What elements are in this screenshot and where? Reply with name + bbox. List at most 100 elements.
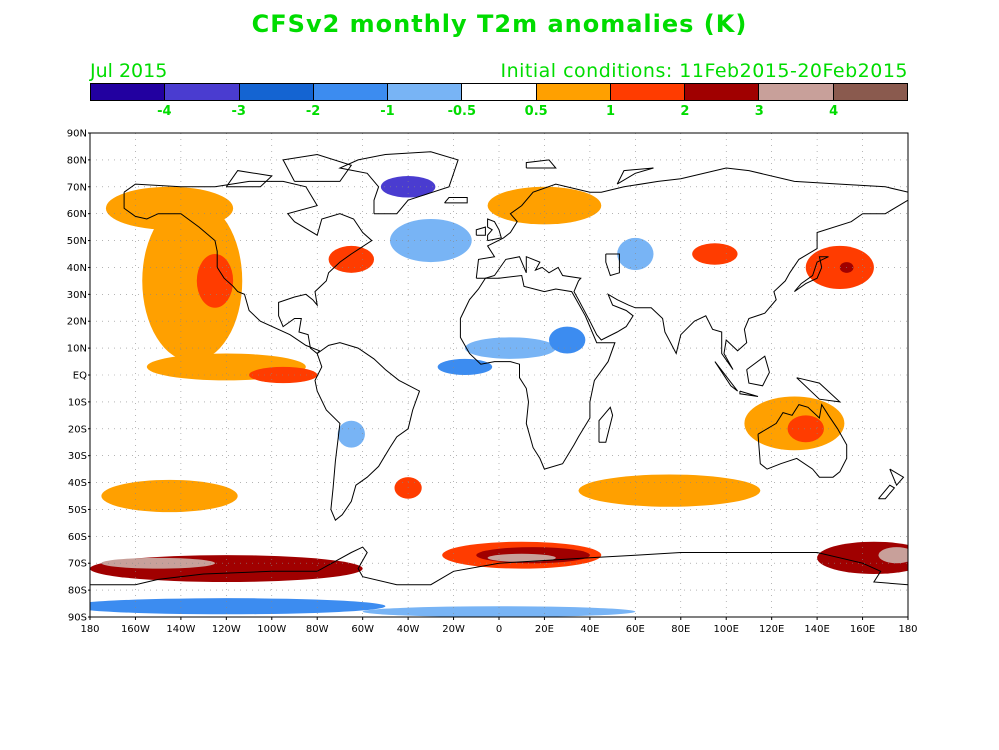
colorbar-swatch <box>239 84 314 100</box>
anomaly-region <box>548 326 586 354</box>
anomaly-region <box>437 358 493 375</box>
latitude-labels: 90N 80N 70N 60N 50N 40N 30N 20N 10N EQ 10S 20S 30S 40… <box>67 129 90 624</box>
colorbar-label: -0.5 <box>447 104 477 119</box>
longitude-label: 80W <box>306 624 329 635</box>
coastline <box>746 355 770 387</box>
anomaly-region <box>90 598 386 615</box>
coastline <box>225 170 273 188</box>
colorbar-swatch <box>462 84 537 100</box>
anomaly-region <box>389 219 472 263</box>
longitude-label: 120W <box>212 624 241 635</box>
colorbar-swatch <box>610 84 686 100</box>
colorbar-label: -1 <box>380 104 395 119</box>
coastline <box>444 197 468 204</box>
colorbar-labels: -4 -3 -2 -1 -0.5 0.5 1 2 3 4 <box>90 104 908 122</box>
colorbar-swatch <box>685 84 760 100</box>
coastline <box>90 546 908 586</box>
coastline <box>314 342 421 522</box>
coastline <box>757 403 848 478</box>
longitude-label: 180 <box>898 624 917 635</box>
latitude-label: 20S <box>68 424 87 435</box>
coastline <box>475 226 486 236</box>
colorbar-swatch <box>388 84 463 100</box>
colorbar-swatch <box>313 84 389 100</box>
coastline <box>739 390 759 397</box>
longitude-label: 140W <box>166 624 195 635</box>
coastline <box>796 377 842 403</box>
longitude-label: 0 <box>496 624 502 635</box>
longitude-label: 60W <box>351 624 374 635</box>
longitude-label: 60E <box>626 624 645 635</box>
latitude-label: 50N <box>67 236 87 247</box>
anomaly-region <box>817 541 908 574</box>
coastline <box>123 180 373 355</box>
latitude-label: 10N <box>67 344 87 355</box>
longitude-label: 80E <box>671 624 690 635</box>
colorbar-label: -3 <box>231 104 246 119</box>
coastline <box>598 406 614 443</box>
longitude-label: 40W <box>397 624 420 635</box>
map-title: CFSv2 monthly T2m anomalies (K) <box>251 10 748 38</box>
anomaly-region <box>101 479 238 513</box>
coastline <box>459 274 616 470</box>
colorbar-swatch <box>165 84 240 100</box>
latitude-label: 80N <box>67 155 87 166</box>
colorbar-label: 0.5 <box>524 104 548 119</box>
latitude-label: 50S <box>68 505 87 516</box>
colorbar-label: 3 <box>754 104 764 119</box>
coastline <box>794 256 829 293</box>
longitude-label: 20W <box>442 624 465 635</box>
colorbar-label: 4 <box>829 104 839 119</box>
colorbar-swatch <box>759 84 834 100</box>
anomaly-region <box>337 420 365 448</box>
anomaly-region <box>328 245 375 273</box>
latitude-label: 90S <box>68 613 87 624</box>
latitude-label: 80S <box>68 586 87 597</box>
latitude-label: 60N <box>67 209 87 220</box>
longitude-label: 40E <box>580 624 599 635</box>
anomaly-region <box>142 200 243 362</box>
latitude-label: 30N <box>67 290 87 301</box>
coastlines <box>90 151 908 586</box>
anomaly-field <box>90 176 908 617</box>
latitude-label: 60S <box>68 532 87 543</box>
longitude-label: 160W <box>121 624 150 635</box>
colorbar-swatch <box>536 84 611 100</box>
longitude-label: 160E <box>850 624 875 635</box>
latitude-label: EQ <box>73 371 87 382</box>
colorbar-label: 1 <box>606 104 616 119</box>
longitude-label: 100E <box>714 624 739 635</box>
colorbar-swatch <box>833 84 907 100</box>
latitude-label: 20N <box>67 317 87 328</box>
anomaly-region <box>787 415 824 443</box>
colorbar-swatch <box>91 84 166 100</box>
coastline <box>338 151 459 215</box>
coastline <box>525 159 557 169</box>
anomaly-region <box>692 243 738 265</box>
anomaly-region <box>878 547 908 564</box>
initial-conditions: Initial conditions: 11Feb2015-20Feb2015 <box>500 60 908 82</box>
coastline <box>475 167 908 370</box>
longitude-label: 100W <box>257 624 286 635</box>
forecast-period: Jul 2015 <box>90 60 168 82</box>
coastline <box>714 361 738 392</box>
latitude-label: 40N <box>67 263 87 274</box>
longitude-label: 180 <box>80 624 99 635</box>
latitude-label: 40S <box>68 478 87 489</box>
colorbar-label: -2 <box>305 104 321 119</box>
anomaly-region <box>578 474 761 507</box>
anomaly-region <box>362 606 636 617</box>
latitude-label: 30S <box>68 451 87 462</box>
latitude-label: 70S <box>68 559 87 570</box>
anomaly-region <box>487 553 556 562</box>
anomaly-region <box>196 254 234 308</box>
coastline <box>616 167 654 185</box>
colorbar-label: 2 <box>680 104 690 119</box>
coastline <box>487 218 502 242</box>
colorbar <box>90 83 908 101</box>
colorbar-label: -4 <box>157 104 172 119</box>
latitude-label: 10S <box>68 397 87 408</box>
anomaly-region <box>249 366 318 384</box>
latitude-label: 90N <box>67 129 87 140</box>
